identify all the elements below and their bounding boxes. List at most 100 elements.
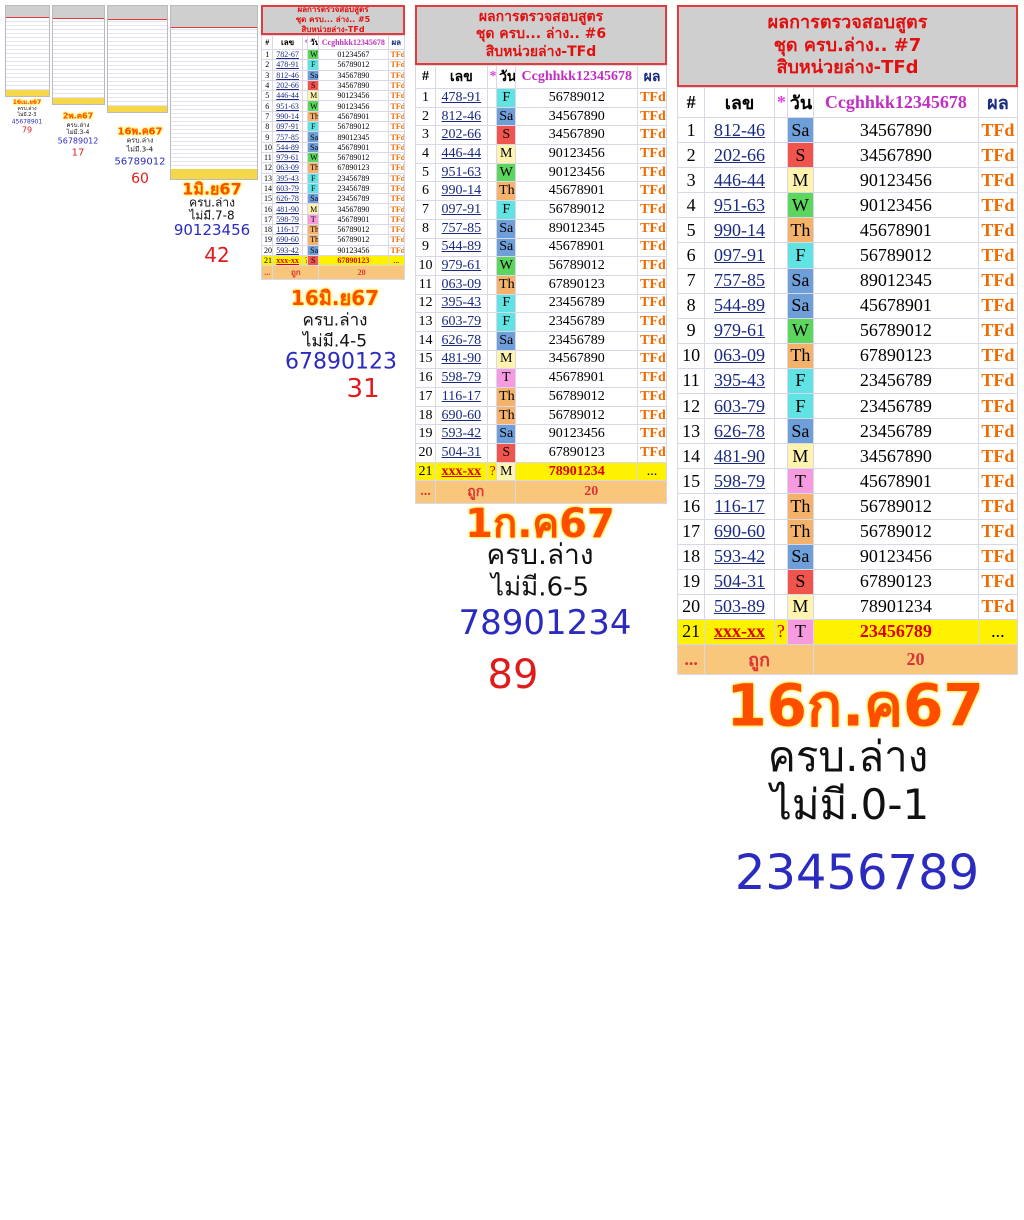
footer-dots: ... — [676, 643, 706, 675]
row: 19 690-60 Th 56789012 TFd — [260, 234, 406, 246]
row-digits: 23456789 — [515, 330, 639, 351]
row-number: 979-61 — [272, 151, 303, 164]
row: 9 979-61 W 56789012 TFd — [676, 317, 1019, 344]
row-digits: 34567890 — [812, 443, 979, 470]
row-day: Sa — [786, 267, 814, 294]
result-table: # เลข * วัน Ccghhkk12345678 ผล 1 812-46 Sa 345678… — [676, 87, 1019, 675]
row: 13 603-79 F 23456789 TFd — [414, 312, 667, 332]
row-mark — [773, 342, 788, 369]
row-mark — [486, 200, 498, 220]
row-index: 6 — [260, 100, 274, 112]
row: 14 603-79 F 23456789 TFd — [260, 182, 406, 195]
row-result: TFd — [977, 116, 1019, 144]
row-day: Th — [307, 224, 320, 236]
row-number: 097-91 — [435, 200, 488, 220]
row-result: TFd — [637, 200, 667, 220]
row: 4 951-63 W 90123456 TFd — [676, 192, 1019, 219]
caption-line: ครบ.ล่าง — [302, 310, 368, 331]
row-index: 3 — [414, 125, 437, 146]
row-digits: 89012345 — [812, 267, 979, 294]
row-day: T — [307, 213, 320, 226]
row-result: TFd — [637, 256, 667, 276]
row-number: 626-78 — [704, 418, 775, 445]
row-day: M — [307, 90, 320, 102]
row-number: 202-66 — [272, 79, 303, 92]
row-number: 446-44 — [704, 167, 775, 194]
row-day: F — [307, 121, 320, 133]
row-index: 4 — [260, 79, 274, 92]
row-day: M — [496, 144, 517, 164]
footer-label: ถูก — [704, 643, 814, 675]
row-index: 6 — [414, 181, 437, 202]
row-day: W — [496, 256, 517, 276]
row-result: TFd — [637, 144, 667, 164]
footer-label: ถูก — [435, 480, 517, 505]
row-result: TFd — [387, 182, 406, 195]
row-result: TFd — [387, 162, 406, 174]
row-index: 20 — [260, 244, 274, 256]
row-mark — [773, 192, 788, 219]
row-number: 598-79 — [435, 368, 488, 388]
row: 7 097-91 F 56789012 TFd — [414, 200, 667, 220]
header-cell: # — [414, 65, 437, 89]
row-result: TFd — [977, 167, 1019, 194]
row-digits: 56789012 — [812, 518, 979, 545]
row-number: 603-79 — [704, 393, 775, 420]
row-index: 14 — [260, 182, 274, 195]
header-cell: วัน — [496, 65, 517, 89]
row-number: 979-61 — [435, 256, 488, 276]
row-day: F — [786, 242, 814, 269]
row-digits: 23456789 — [318, 193, 389, 205]
mini-footer — [108, 105, 167, 112]
row-index: 5 — [676, 217, 706, 244]
row-digits: 90123456 — [812, 543, 979, 570]
title-box: ผลการตรวจสอบสูตร ชุด ครบ... ล่าง.. #6 สิบห… — [415, 5, 667, 65]
row-digits: 34567890 — [318, 69, 389, 81]
mini-table — [170, 5, 258, 180]
row-index: 5 — [414, 162, 437, 183]
caption-line: ไม่มี.3-4 — [66, 129, 90, 136]
row-digits: 45678901 — [318, 141, 389, 153]
row-number: xxx-xx — [435, 461, 488, 482]
row-index: 20 — [414, 443, 437, 463]
row: 21 xxx-xx? T 23456789... — [676, 618, 1019, 645]
row-number: 812-46 — [704, 116, 775, 144]
row-number: 757-85 — [272, 131, 303, 143]
row-number: 544-89 — [435, 237, 488, 258]
row-digits: 23456789 — [515, 293, 639, 314]
row: 9 757-85 Sa 89012345 TFd — [260, 131, 406, 143]
row-number: 116-17 — [704, 493, 775, 520]
mini-table — [5, 5, 50, 97]
row-mark: ? — [773, 618, 788, 645]
row-mark — [486, 387, 498, 407]
title-line: ชุด ครบ.ล่าง.. #7 — [773, 34, 922, 56]
row-index: 8 — [414, 218, 437, 239]
row-number: 951-63 — [272, 100, 303, 112]
footer-count: 20 — [515, 480, 667, 505]
row-digits: 89012345 — [515, 218, 639, 239]
row-result: TFd — [977, 267, 1019, 294]
row-digits: 45678901 — [318, 213, 389, 226]
row: 1 478-91 F 56789012 TFd — [414, 88, 667, 108]
row-index: 9 — [414, 237, 437, 258]
row-day: Th — [307, 162, 320, 174]
row-mark — [486, 181, 498, 202]
mini-title — [171, 6, 257, 28]
row-mark — [486, 274, 498, 295]
row-index: 16 — [414, 368, 437, 388]
row-mark — [773, 543, 788, 570]
row-result: TFd — [977, 217, 1019, 244]
row-digits: 34567890 — [812, 116, 979, 144]
row-digits: 45678901 — [318, 110, 389, 123]
row-index: 21 — [676, 618, 706, 645]
row-mark — [486, 293, 498, 314]
result-table: # เลข * วัน Ccghhkk12345678 ผล 1 478-91 F 5678901… — [414, 65, 667, 505]
row-result: TFd — [637, 349, 667, 370]
row-digits: 56789012 — [318, 121, 389, 133]
table-panel: ผลการตรวจสอบสูตร ชุด ครบ.ล่าง.. #7 สิบหน่ว… — [676, 5, 1019, 675]
row-day: Sa — [786, 292, 814, 319]
row-digits: 78901234 — [515, 461, 639, 482]
footer-label: ถูก — [272, 265, 320, 281]
row-day: F — [496, 200, 517, 220]
row-index: 1 — [676, 116, 706, 144]
